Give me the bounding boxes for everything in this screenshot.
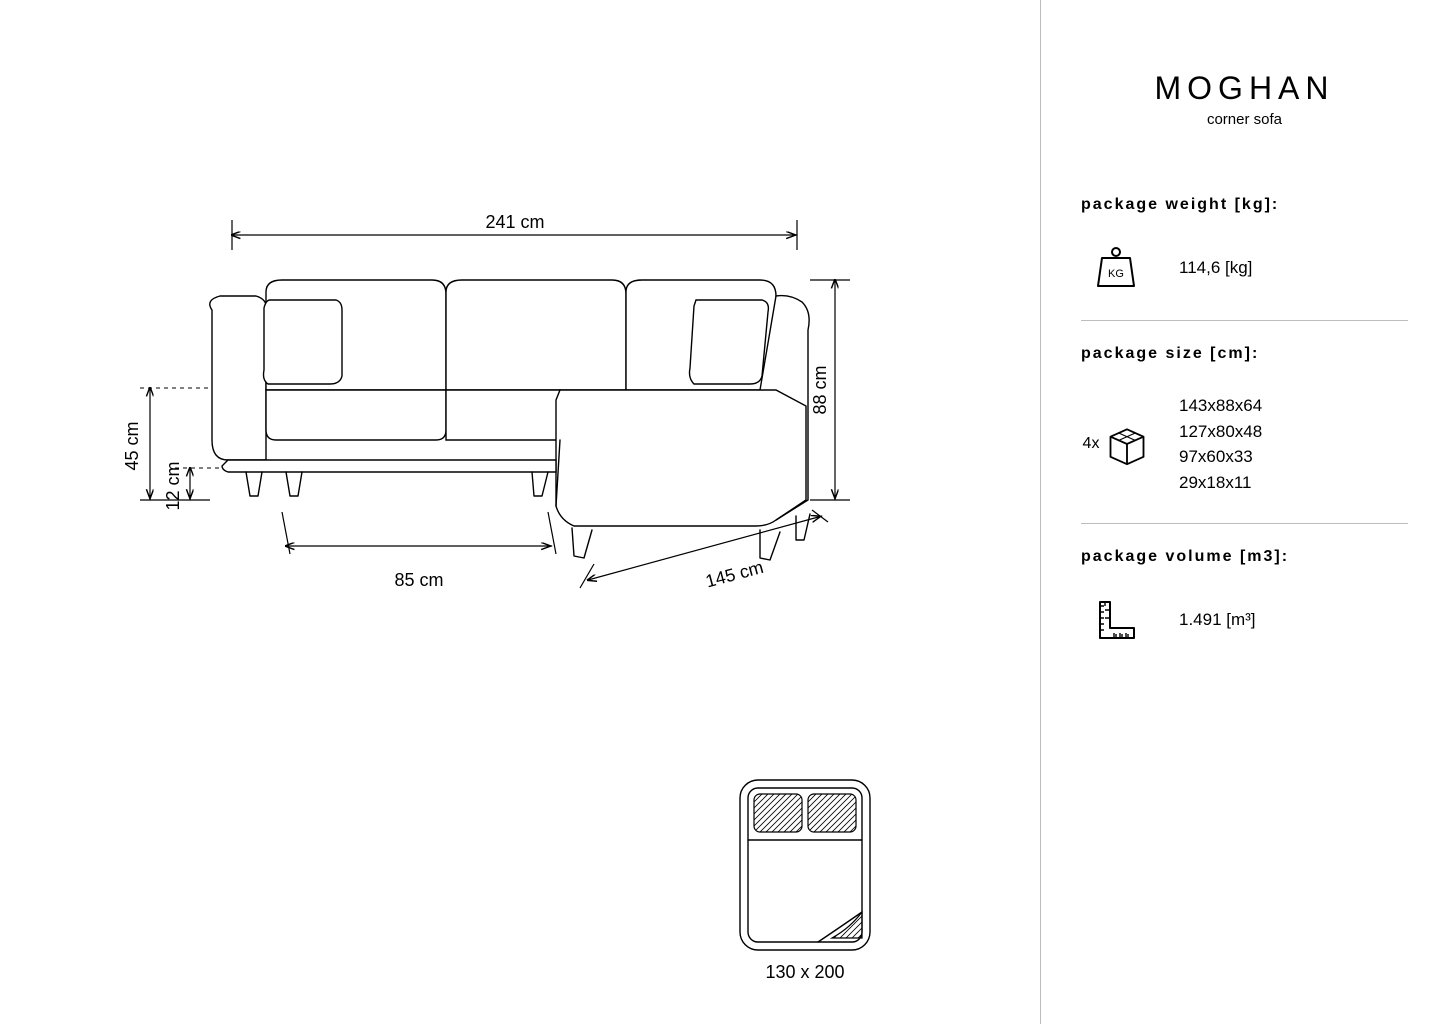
spec-size: package size [cm]: 4x 143x88x64 127x80x4… bbox=[1081, 320, 1408, 523]
svg-text:KG: KG bbox=[1108, 268, 1124, 280]
depth-front-label: 85 cm bbox=[394, 570, 443, 590]
weight-heading: package weight [kg]: bbox=[1081, 196, 1408, 214]
spec-volume: package volume [m3]: 1.491 [m³] bbox=[1081, 523, 1408, 672]
product-subtitle: corner sofa bbox=[1081, 111, 1408, 128]
weight-value: 114,6 [kg] bbox=[1179, 258, 1252, 278]
size-count: 4x bbox=[1083, 435, 1100, 453]
seat-height-label: 45 cm bbox=[122, 421, 142, 470]
volume-value: 1.491 [m³] bbox=[1179, 610, 1256, 630]
diagram-panel: 241 cm 88 cm 45 cm 12 cm bbox=[0, 0, 1040, 1024]
spec-weight: package weight [kg]: KG 114,6 [kg] bbox=[1081, 172, 1408, 320]
size-lines: 143x88x64 127x80x48 97x60x33 29x18x11 bbox=[1179, 393, 1262, 495]
size-line: 143x88x64 bbox=[1179, 393, 1262, 419]
leg-height-label: 12 cm bbox=[163, 461, 183, 510]
spec-panel: MOGHAN corner sofa package weight [kg]: … bbox=[1040, 0, 1448, 1024]
depth-chaise-label: 145 cm bbox=[703, 557, 765, 592]
size-line: 29x18x11 bbox=[1179, 470, 1262, 496]
sleeping-area-label: 130 x 200 bbox=[765, 962, 844, 982]
weight-icon: KG bbox=[1081, 244, 1151, 292]
height-label: 88 cm bbox=[810, 365, 830, 414]
width-label: 241 cm bbox=[485, 212, 544, 232]
size-line: 97x60x33 bbox=[1179, 444, 1262, 470]
product-title: MOGHAN bbox=[1081, 70, 1408, 107]
size-line: 127x80x48 bbox=[1179, 419, 1262, 445]
box-icon: 4x bbox=[1081, 422, 1151, 466]
size-heading: package size [cm]: bbox=[1081, 345, 1408, 363]
dimension-diagram: 241 cm 88 cm 45 cm 12 cm bbox=[0, 0, 1040, 1024]
volume-heading: package volume [m3]: bbox=[1081, 548, 1408, 566]
ruler-icon bbox=[1081, 596, 1151, 644]
